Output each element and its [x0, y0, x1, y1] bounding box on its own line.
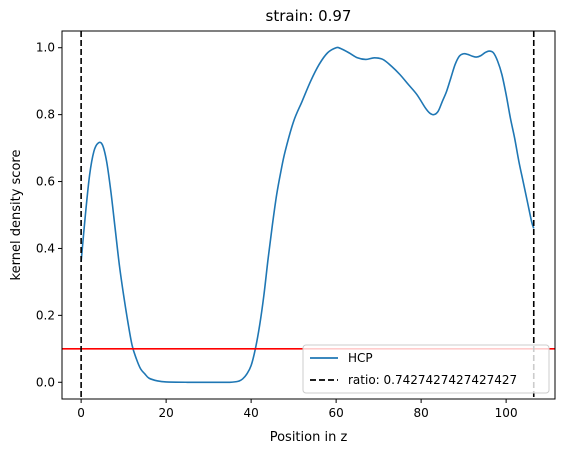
plot-frame: [61, 30, 556, 400]
y-tick-label: 0.8: [36, 108, 55, 122]
x-tick-label: 60: [328, 406, 343, 420]
y-axis: 0.0 0.2 0.4 0.6 0.8 1.0: [36, 41, 62, 389]
y-tick-label: 0.2: [36, 308, 55, 322]
y-tick-label: 1.0: [36, 41, 55, 55]
series-line-hcp: [80, 46, 535, 384]
x-tick-label: 20: [158, 406, 173, 420]
x-axis: 0 20 40 60 80 100: [77, 399, 518, 420]
x-tick-label: 100: [495, 406, 518, 420]
x-tick-label: 0: [77, 406, 85, 420]
y-tick-label: 0.4: [36, 241, 55, 255]
legend-label-hcp: HCP: [348, 351, 373, 365]
y-tick-label: 0.6: [36, 175, 55, 189]
chart-title: strain: 0.97: [266, 7, 352, 25]
plot-area: [62, 31, 555, 399]
x-tick-label: 80: [413, 406, 428, 420]
y-axis-label: kernel density score: [9, 150, 24, 281]
legend-label-ratio: ratio: 0.7427427427427427: [348, 373, 517, 387]
x-axis-label: Position in z: [270, 430, 348, 445]
y-tick-label: 0.0: [36, 375, 55, 389]
legend-frame: [302, 344, 550, 394]
x-tick-label: 40: [243, 406, 258, 420]
legend: HCP ratio: 0.7427427427427427: [302, 344, 550, 394]
